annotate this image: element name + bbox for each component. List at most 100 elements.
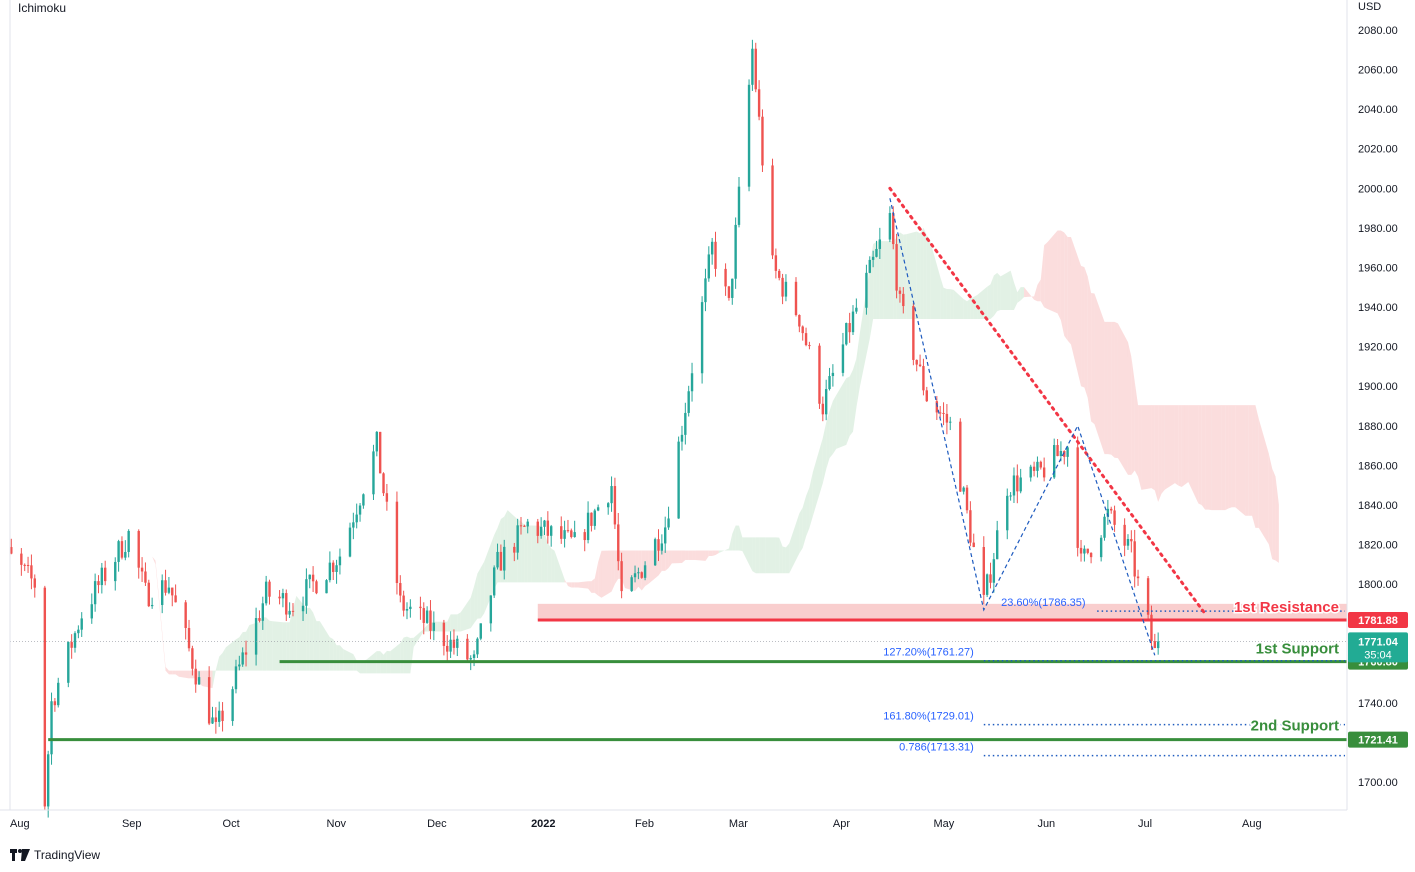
indicator-label[interactable]: Ichimoku [18, 1, 66, 15]
candle-body [871, 256, 875, 260]
candle [402, 590, 405, 617]
candle-body [285, 593, 288, 615]
cloud-segment [946, 289, 951, 320]
candle-body [1012, 475, 1016, 496]
cloud-segment [266, 617, 270, 671]
cloud-segment [296, 595, 307, 671]
candle [264, 575, 268, 606]
candle-body [1009, 495, 1012, 497]
candle [513, 542, 516, 562]
cloud-segment [567, 582, 572, 588]
candle [93, 573, 97, 612]
candle-body [549, 526, 553, 536]
candle [727, 285, 731, 301]
candle-body [818, 345, 821, 404]
candle-body [70, 642, 73, 648]
candle-body [395, 501, 399, 584]
candle [1153, 633, 1157, 649]
candle-body [20, 553, 23, 565]
candle [399, 575, 402, 603]
candle-body [238, 664, 241, 667]
candle-body [231, 689, 234, 722]
candle [114, 557, 117, 591]
candle [285, 589, 288, 621]
cloud-segment [715, 550, 719, 555]
cloud-segment [1040, 245, 1045, 308]
y-tick-label: 1980.00 [1358, 223, 1398, 235]
candle-body [1130, 538, 1133, 542]
abcd-pattern[interactable] [889, 198, 1156, 656]
cloud-segment [950, 289, 954, 320]
cloud-segment [742, 537, 753, 572]
candle [244, 640, 248, 667]
candle [536, 518, 539, 544]
cloud-segment [178, 670, 190, 679]
candle [261, 596, 264, 630]
candle [784, 274, 788, 302]
candle [707, 246, 711, 282]
candle-body [46, 754, 50, 807]
cloud-segment [802, 496, 807, 548]
price-axis[interactable]: 1700.001720.001740.001760.001780.001800.… [1358, 25, 1398, 789]
level-labels: 23.60%(1786.35) 127.20%(1761.27) 161.80%(1… [883, 597, 1408, 754]
cloud-segment [225, 639, 236, 671]
candle-body [409, 606, 412, 609]
candle [100, 562, 104, 594]
candle [127, 529, 130, 558]
candle-body [328, 562, 332, 581]
cloud-segment [172, 670, 176, 675]
cloud-segment [591, 578, 595, 593]
tradingview-logo[interactable]: TradingView [10, 848, 100, 862]
candle-body [419, 606, 422, 609]
cloud-segment [826, 410, 830, 470]
candle-body [355, 514, 358, 523]
candle [563, 520, 566, 548]
candle [761, 109, 764, 172]
cloud-segment [832, 395, 837, 455]
candle-body [798, 314, 801, 327]
candle [80, 612, 83, 637]
candle-body [291, 610, 295, 612]
candle-body [714, 241, 717, 269]
x-tick-label: Dec [427, 818, 447, 830]
candle-body [425, 610, 429, 623]
candle-body [734, 224, 737, 279]
candle-body [563, 530, 566, 539]
fib-label: 127.20%(1761.27) [883, 647, 974, 659]
cloud-segment [829, 401, 833, 459]
candle-body [684, 412, 687, 435]
candle-body [120, 541, 124, 558]
cloud-segment [1231, 405, 1236, 508]
candle-body [103, 567, 107, 582]
cloud-segment [1272, 468, 1276, 561]
candle-body [432, 622, 436, 631]
cloud-segment [1138, 405, 1142, 490]
cloud-segment [594, 562, 599, 596]
candle-body [160, 580, 164, 605]
cloud-segment [1245, 405, 1249, 516]
trend-line[interactable] [888, 186, 1207, 616]
candle [372, 444, 375, 500]
candle-body [1103, 516, 1106, 538]
candle-body [1066, 447, 1069, 457]
candle [1036, 456, 1039, 478]
candle [442, 619, 446, 656]
candle-body [704, 278, 707, 303]
cloud-segment [390, 643, 401, 674]
cloud-segment [809, 472, 813, 528]
candle-body [808, 345, 811, 347]
cloud-segment [1178, 405, 1182, 488]
candle [194, 659, 197, 693]
candle-body [824, 389, 828, 415]
cloud-segment [977, 286, 988, 320]
candle-body [523, 525, 526, 527]
candle [26, 556, 30, 573]
candle [942, 402, 945, 426]
candle [878, 227, 882, 260]
candle [103, 560, 107, 586]
resistance-zone [537, 603, 1347, 620]
time-axis[interactable]: Aug Sep Oct Nov Dec 2022 Feb Mar Apr May Jun Jul Aug [10, 818, 1262, 830]
cloud-segment [1158, 405, 1162, 502]
candle [570, 528, 573, 539]
